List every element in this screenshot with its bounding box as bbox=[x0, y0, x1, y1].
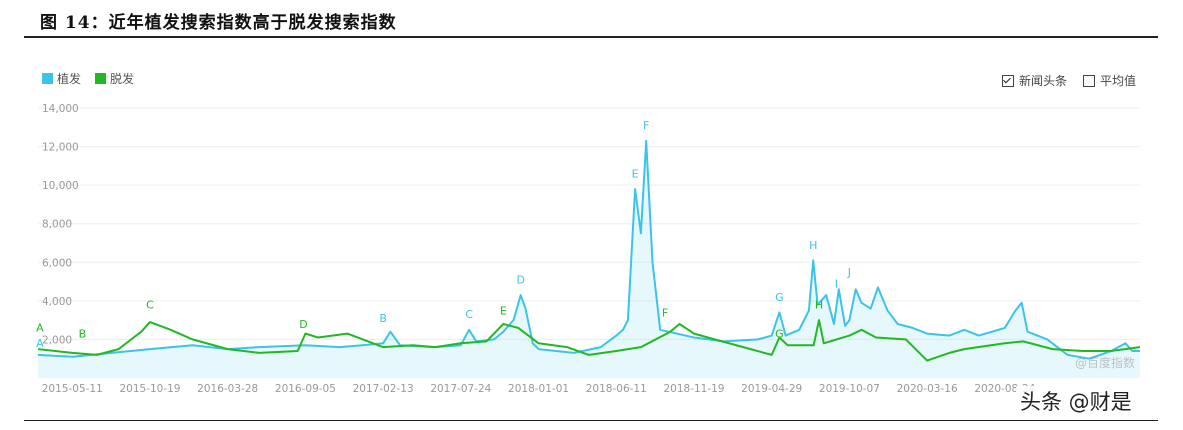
annotation-label: E bbox=[632, 167, 639, 180]
x-tick-label: 2018-01-01 bbox=[508, 383, 569, 395]
x-tick-label: 2019-10-07 bbox=[819, 383, 880, 395]
x-tick-label: 2016-03-28 bbox=[197, 383, 258, 395]
annotation-label: D bbox=[516, 274, 524, 287]
x-tick-label: 2018-11-19 bbox=[663, 383, 724, 395]
annotation-label: H bbox=[815, 299, 823, 312]
chart-options: 新闻头条 平均值 bbox=[1001, 72, 1136, 89]
legend-label-zhifa: 植发 bbox=[57, 72, 82, 86]
annotation-label: C bbox=[146, 299, 154, 312]
news-headline-label: 新闻头条 bbox=[1018, 74, 1067, 88]
annotation-label: I bbox=[835, 277, 838, 290]
series-line-zhifa bbox=[37, 139, 1140, 360]
y-tick-label: 2,000 bbox=[42, 334, 72, 346]
legend-swatch-tuofa bbox=[95, 73, 107, 84]
chart-legend: 植发 脱发 bbox=[42, 70, 134, 87]
legend-swatch-zhifa bbox=[42, 73, 53, 84]
x-tick-label: 2018-06-11 bbox=[586, 383, 647, 395]
legend-item-zhifa[interactable]: 植发 bbox=[42, 70, 81, 87]
x-tick-label: 2020-03-16 bbox=[897, 383, 958, 395]
annotation-label: B bbox=[79, 328, 87, 341]
annotation-label: E bbox=[500, 304, 507, 317]
annotation-label: F bbox=[643, 119, 649, 132]
x-tick-label: 2015-05-11 bbox=[42, 383, 103, 395]
y-tick-label: 4,000 bbox=[42, 296, 72, 308]
legend-item-tuofa[interactable]: 脱发 bbox=[95, 70, 134, 87]
annotation-label: H bbox=[809, 239, 817, 252]
toutiao-watermark: 头条 @财是 bbox=[1016, 386, 1136, 416]
annotation-label: D bbox=[299, 318, 307, 331]
y-tick-label: 14,000 bbox=[42, 103, 79, 115]
annotation-label: G bbox=[775, 291, 784, 304]
annotation-label: C bbox=[465, 308, 473, 321]
annotation-label: A bbox=[36, 337, 44, 350]
series-line-tuofa bbox=[37, 319, 1141, 362]
baidu-index-watermark: @百度指数 bbox=[1075, 356, 1136, 370]
annotation-label: F bbox=[662, 306, 668, 319]
x-tick-label: 2016-09-05 bbox=[275, 383, 336, 395]
average-checkbox[interactable] bbox=[1082, 74, 1095, 87]
news-headline-toggle[interactable]: 新闻头条 bbox=[1001, 72, 1067, 89]
annotation-label: A bbox=[36, 322, 44, 335]
annotation-label: G bbox=[775, 328, 784, 341]
average-label: 平均值 bbox=[1099, 74, 1136, 88]
annotation-label: B bbox=[379, 312, 387, 325]
y-tick-label: 8,000 bbox=[42, 219, 72, 231]
average-toggle[interactable]: 平均值 bbox=[1082, 72, 1136, 89]
series-area-zhifa bbox=[38, 140, 1140, 378]
x-tick-label: 2015-10-19 bbox=[119, 383, 180, 395]
bottom-rule bbox=[24, 420, 1158, 421]
legend-label-tuofa: 脱发 bbox=[110, 72, 135, 86]
y-tick-label: 6,000 bbox=[42, 257, 72, 269]
x-tick-label: 2019-04-29 bbox=[741, 383, 802, 395]
figure-title: 图 14：近年植发搜索指数高于脱发搜索指数 bbox=[40, 13, 397, 33]
x-tick-label: 2017-02-13 bbox=[353, 383, 414, 395]
annotation-label: J bbox=[847, 266, 851, 279]
y-tick-label: 12,000 bbox=[42, 142, 79, 154]
x-tick-label: 2017-07-24 bbox=[430, 383, 491, 395]
top-rule bbox=[24, 36, 1158, 38]
y-tick-label: 10,000 bbox=[42, 180, 79, 192]
news-headline-checkbox[interactable] bbox=[1001, 74, 1014, 87]
